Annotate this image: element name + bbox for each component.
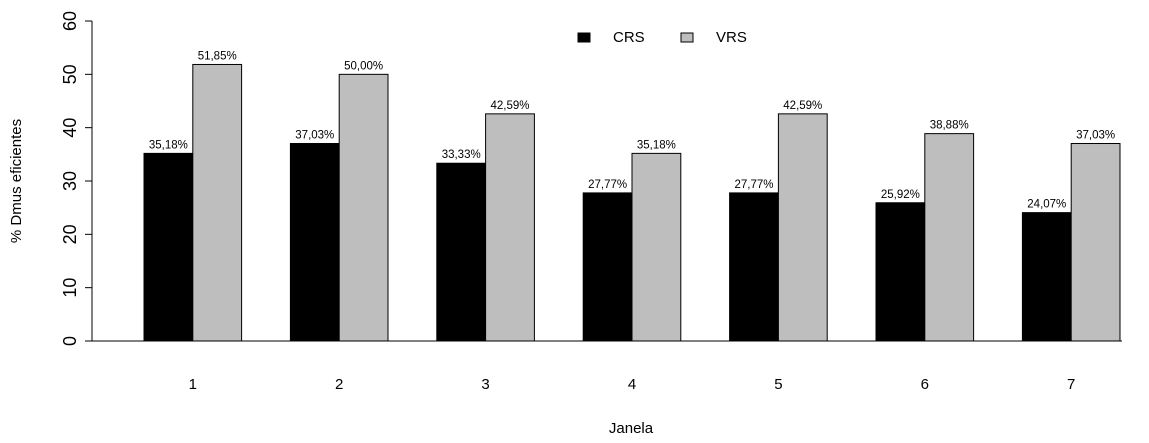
legend-label-crs: CRS [613,29,645,46]
bar-crs-3 [436,162,487,342]
x-axis-label: Janela [609,420,654,437]
x-axis-tick-labels: 1 2 3 4 5 6 7 [189,376,1076,393]
y-tick-label: 60 [60,11,80,31]
bar-value-label: 35,18% [149,139,188,151]
bar-crs-4 [582,192,633,342]
bar-value-label: 33,33% [442,149,481,161]
bars [92,63,1122,342]
x-tick-label: 7 [1067,376,1075,393]
y-tick-label: 20 [60,224,80,244]
bar-value-label: 37,03% [295,130,334,142]
bar-value-label: 27,77% [588,179,627,191]
y-tick-label: 10 [60,278,80,298]
bar-vrs-1 [192,63,243,342]
bar-value-label: 35,18% [637,139,676,151]
bar-labels: 35,18% 51,85% 37,03% 50,00% 33,33% 42,59% 27,7… [149,50,1115,210]
legend-label-vrs: VRS [716,29,747,46]
bar-vrs-2 [338,73,389,342]
bar-value-label: 27,77% [734,179,773,191]
y-tick-label: 30 [60,171,80,191]
y-tick-label: 0 [60,336,80,346]
bar-vrs-4 [631,152,682,342]
bar-vrs-3 [485,113,535,342]
legend-swatch-crs [577,32,591,43]
bar-crs-7 [1021,212,1072,342]
bar-crs-5 [729,192,779,342]
bar-value-label: 37,03% [1076,130,1115,142]
legend-swatch-vrs [680,32,694,43]
y-tick-label: 50 [60,64,80,84]
bar-vrs-6 [924,133,975,342]
bar-vrs-7 [1070,143,1121,342]
bar-crs-6 [875,202,926,342]
y-axis: 0 10 20 30 40 50 60 [60,11,93,346]
y-axis-label: % Dmus eficientes [8,119,25,243]
bar-value-label: 42,59% [490,100,529,112]
x-tick-label: 4 [628,376,636,393]
x-tick-label: 5 [774,376,782,393]
bar-value-label: 38,88% [930,120,969,132]
bar-value-label: 51,85% [198,50,237,62]
x-tick-label: 3 [481,376,489,393]
bar-value-label: 42,59% [783,100,822,112]
bar-value-label: 25,92% [881,189,920,201]
bar-crs-1 [143,152,194,342]
x-tick-label: 2 [335,376,343,393]
x-tick-label: 1 [189,376,197,393]
y-tick-label: 40 [60,118,80,138]
bar-crs-2 [289,143,340,342]
bar-value-label: 50,00% [344,60,383,72]
legend: CRS VRS [577,29,747,46]
bar-value-label: 24,07% [1027,199,1066,211]
x-tick-label: 6 [921,376,929,393]
bar-vrs-5 [777,113,828,342]
